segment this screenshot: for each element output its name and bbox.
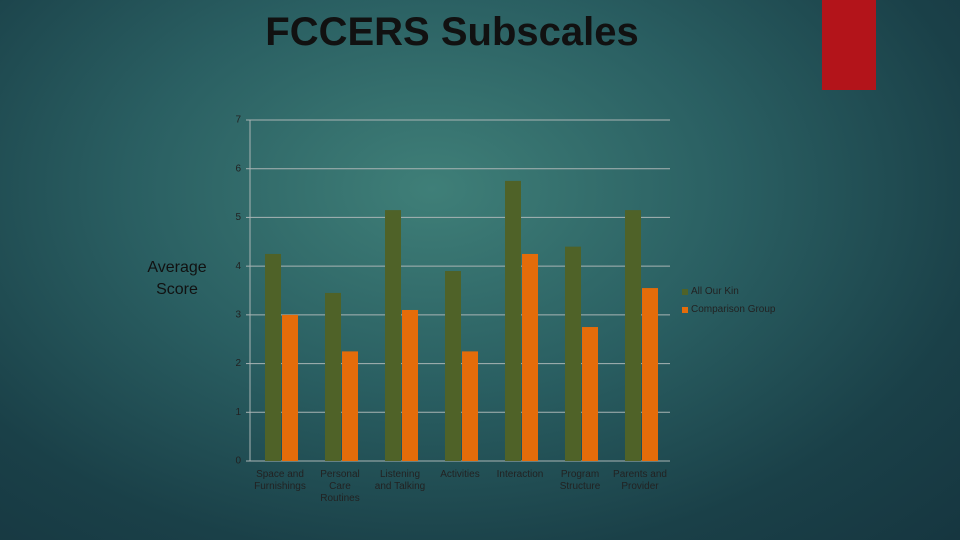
bar [402, 309, 418, 461]
bar [565, 246, 581, 461]
bar [265, 253, 281, 461]
y-tick-label: 2 [235, 358, 241, 369]
y-tick-label: 1 [235, 407, 241, 418]
bar [445, 271, 461, 461]
bar [462, 351, 478, 461]
bar [385, 210, 401, 461]
y-tick-label: 3 [235, 309, 241, 320]
y-tick-label: 6 [235, 163, 241, 174]
legend-item: Comparison Group [682, 304, 775, 315]
legend-label: Comparison Group [691, 304, 776, 315]
y-tick-label: 7 [235, 115, 241, 126]
legend-swatch [682, 306, 688, 313]
bar [582, 327, 598, 461]
x-tick-label: Activities [440, 469, 480, 480]
x-tick-label: Parents and Provider [613, 469, 667, 492]
bar [505, 180, 521, 461]
x-tick-label: Personal Care Routines [320, 469, 360, 504]
x-tick-label: Program Structure [559, 469, 601, 492]
y-tick-label: 4 [235, 261, 241, 272]
bar [625, 210, 641, 461]
y-axis-label: Average Score [147, 259, 207, 298]
legend-item: All Our Kin [682, 286, 739, 297]
legend-label: All Our Kin [691, 286, 739, 297]
x-tick-label: Space and Furnishings [254, 469, 306, 492]
bar [342, 351, 358, 461]
bar [282, 314, 298, 461]
x-tick-label: Interaction [496, 469, 544, 480]
x-tick-label: Listening and Talking [374, 469, 426, 492]
bar [642, 288, 658, 461]
chart-title: FCCERS Subscales [265, 10, 639, 54]
y-tick-label: 0 [235, 456, 241, 467]
legend-swatch [682, 288, 688, 295]
accent-box [822, 0, 876, 90]
bar [522, 253, 538, 461]
bar [325, 292, 341, 461]
y-tick-label: 5 [235, 212, 241, 223]
